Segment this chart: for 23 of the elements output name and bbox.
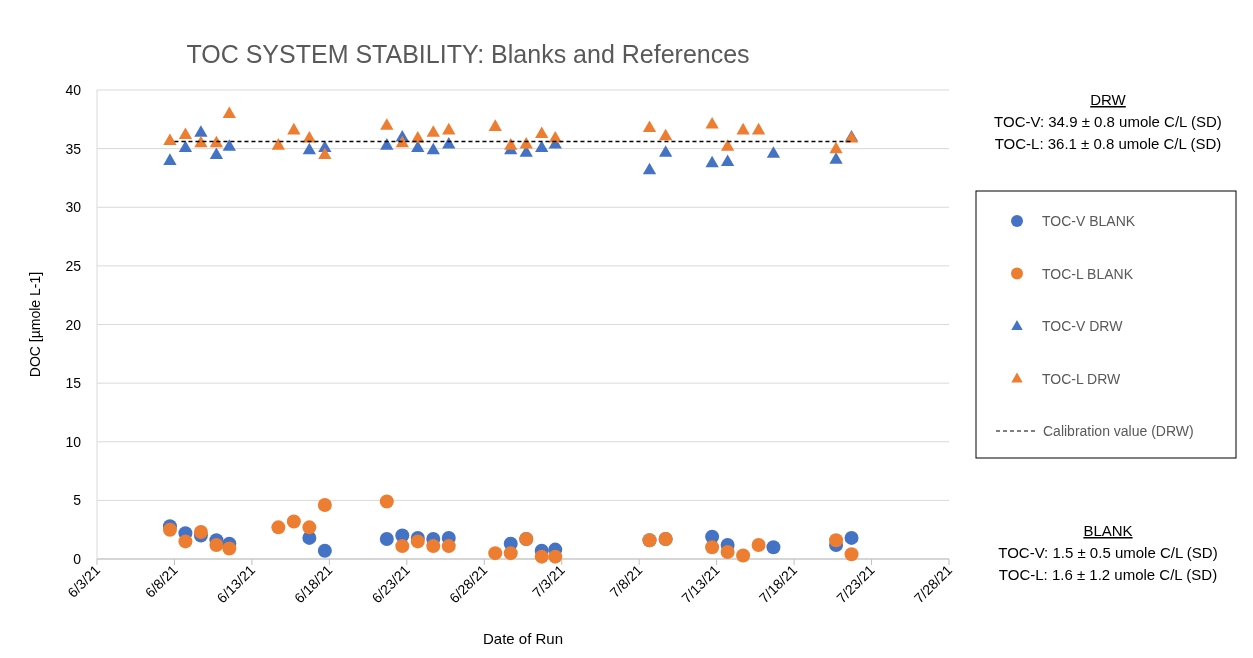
y-tick-label: 25 (65, 257, 82, 274)
x-axis-title: Date of Run (482, 630, 564, 647)
text: TOC-V: 34.9 ± 0.8 umole C/L (SD) (994, 113, 1222, 130)
y-tick-label: 40 (65, 82, 82, 98)
legend-label: TOC-V DRW (1042, 318, 1124, 334)
y-tick-label: 15 (65, 375, 82, 392)
text: TOC-L: 36.1 ± 0.8 umole C/L (SD) (994, 135, 1222, 152)
legend-label: Calibration value (DRW) (1043, 423, 1194, 439)
legend-label: TOC-V BLANK (1042, 213, 1136, 229)
chart-title: TOC SYSTEM STABILITY: Blanks and References (186, 40, 750, 68)
legend-label: TOC-L BLANK (1042, 265, 1134, 282)
y-tick-label: 30 (65, 199, 82, 216)
text: TOC-L: 1.6 ± 1.2 umole C/L (SD) (998, 566, 1218, 583)
y-tick-label: 0 (73, 551, 82, 567)
text: DRW (1090, 91, 1127, 108)
y-tick-label: 35 (65, 140, 82, 157)
y-axis-title: DOC [µmole L-1] (27, 271, 43, 378)
text: BLANK (1083, 522, 1133, 539)
y-tick-label: 10 (65, 433, 82, 450)
y-tick-label: 5 (73, 492, 82, 509)
text: TOC-V: 1.5 ± 0.5 umole C/L (SD) (998, 544, 1218, 561)
legend-label: TOC-L DRW (1042, 370, 1122, 387)
y-tick-label: 20 (65, 316, 82, 333)
